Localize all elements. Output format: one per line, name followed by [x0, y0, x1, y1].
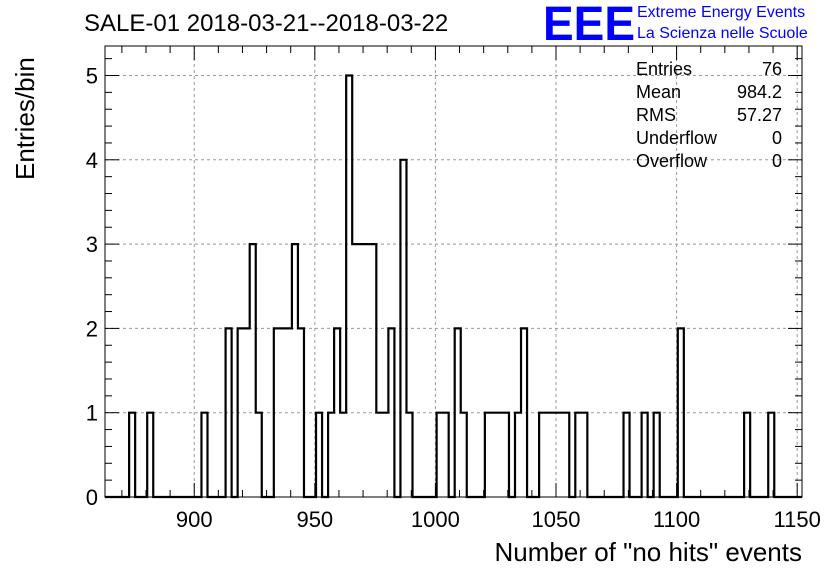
histogram-bin	[250, 244, 256, 497]
histogram-bin	[201, 413, 207, 497]
logo-line-2: La Scienza nelle Scuole	[637, 25, 808, 42]
histogram-bin	[346, 76, 352, 497]
histogram-bin	[370, 244, 376, 497]
histogram-bin	[129, 413, 135, 497]
histogram-bin	[292, 244, 298, 497]
histogram-bin	[654, 413, 660, 497]
y-axis-label: Entries/bin	[10, 57, 40, 180]
x-tick-label: 1100	[653, 507, 700, 532]
histogram-bin	[485, 413, 491, 497]
histogram-bin	[238, 328, 244, 497]
histogram-bin	[497, 413, 503, 497]
histogram-bin	[437, 413, 443, 497]
x-axis-label: Number of "no hits" events	[494, 537, 803, 567]
histogram-bin	[388, 328, 394, 497]
histogram-bin	[503, 413, 509, 497]
stats-value: 0	[771, 151, 782, 171]
stats-label: Mean	[636, 82, 682, 102]
histogram-bin	[521, 328, 527, 497]
histogram-bin	[376, 413, 382, 497]
stats-value: 57.27	[736, 105, 782, 125]
histogram-bin	[491, 413, 497, 497]
histogram-bin	[461, 413, 467, 497]
histogram-bin	[286, 328, 292, 497]
histogram-bin	[744, 413, 750, 497]
histogram-bin	[382, 413, 388, 497]
y-tick-label: 1	[86, 401, 98, 426]
histogram-bin	[358, 244, 364, 497]
x-tick-label: 1000	[411, 507, 460, 532]
eee-logo: EEE	[543, 0, 635, 44]
x-tick-label: 1150	[774, 507, 821, 532]
histogram-bin	[406, 413, 412, 497]
chart-title: SALE-01 2018-03-21--2018-03-22	[84, 10, 449, 37]
histogram-bin	[551, 413, 557, 497]
histogram-bin	[340, 413, 346, 497]
x-tick-label: 950	[296, 507, 333, 532]
histogram-bin	[244, 328, 250, 497]
stats-value: 76	[761, 59, 782, 79]
stats-row-overflow: Overflow 0	[636, 150, 782, 173]
histogram-bin	[443, 413, 449, 497]
logo-caption: Extreme Energy Events La Scienza nelle S…	[637, 2, 808, 44]
stats-value: 984.2	[736, 82, 782, 102]
histogram-bin	[768, 413, 774, 497]
stats-label: RMS	[636, 105, 676, 125]
histogram-bin	[400, 160, 406, 497]
histogram-bin	[515, 413, 521, 497]
stats-row-mean: Mean 984.2	[636, 81, 782, 104]
stats-label: Entries	[636, 59, 693, 79]
histogram-bin	[581, 413, 587, 497]
y-tick-label: 2	[86, 316, 98, 341]
histogram-bin	[352, 244, 358, 497]
histogram-bin	[274, 328, 280, 497]
y-tick-label: 5	[86, 64, 98, 89]
histogram-bin	[545, 413, 551, 497]
y-tick-label: 3	[86, 232, 98, 257]
logo-line-1: Extreme Energy Events	[637, 4, 806, 21]
stats-value: 0	[771, 128, 782, 148]
x-tick-label: 900	[176, 507, 213, 532]
stats-box: Entries 76 Mean 984.2 RMS 57.27 Underflo…	[636, 58, 782, 173]
histogram-bin	[298, 328, 304, 497]
histogram-bin	[334, 328, 340, 497]
histogram-bin	[539, 413, 545, 497]
x-tick-label: 1050	[532, 507, 581, 532]
histogram-bin	[280, 328, 286, 497]
histogram-outline	[105, 74, 802, 499]
histogram-bin	[455, 328, 461, 497]
y-tick-label: 4	[86, 148, 98, 173]
histogram-bin	[678, 328, 684, 497]
histogram-bin	[226, 328, 232, 497]
eee-logo-mark: EEE	[543, 0, 635, 44]
histogram-bin	[256, 413, 262, 497]
y-tick-label: 0	[86, 485, 98, 510]
stats-row-underflow: Underflow 0	[636, 127, 782, 150]
histogram-bin	[364, 244, 370, 497]
histogram-bin	[557, 413, 563, 497]
histogram-bin	[575, 413, 581, 497]
stats-label: Underflow	[636, 128, 718, 148]
stats-row-entries: Entries 76	[636, 58, 782, 81]
histogram-bin	[328, 413, 334, 497]
histogram-bin	[624, 413, 630, 497]
histogram-bin	[563, 413, 569, 497]
histogram-bin	[642, 413, 648, 497]
stats-label: Overflow	[636, 151, 708, 171]
stats-row-rms: RMS 57.27	[636, 104, 782, 127]
histogram-bin	[147, 413, 153, 497]
histogram-bin	[316, 413, 322, 497]
